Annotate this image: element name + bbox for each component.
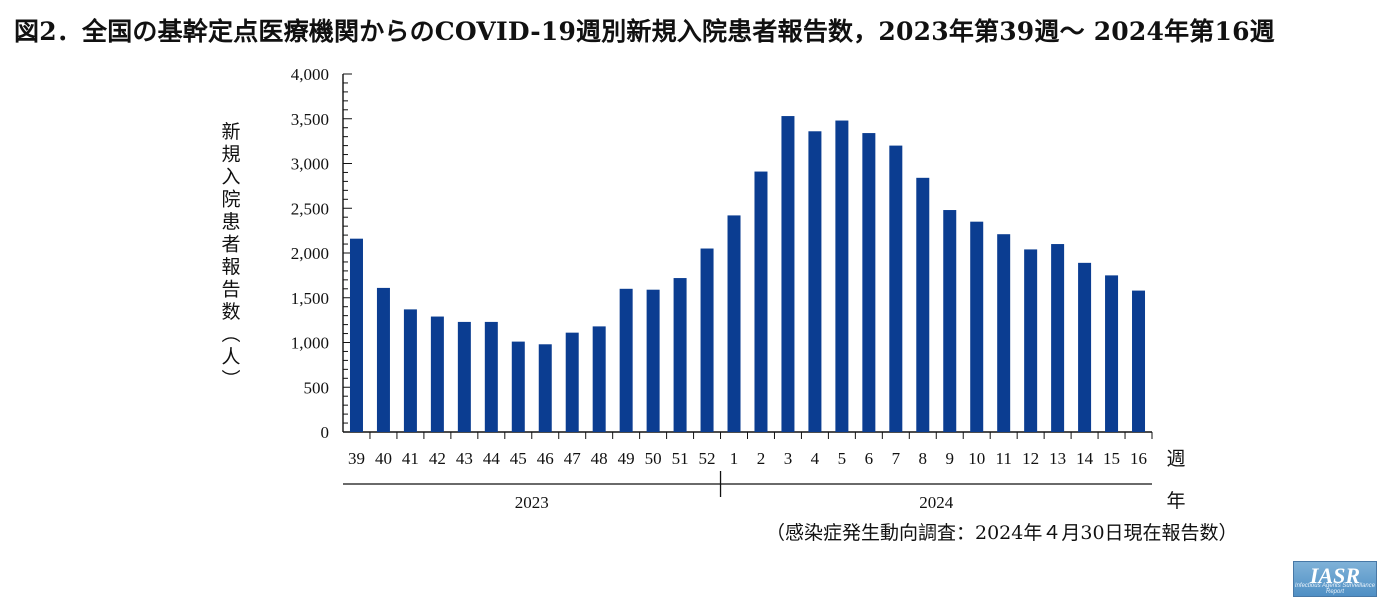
y-tick-label: 2,500 (291, 199, 329, 218)
bar (538, 344, 552, 432)
bar (808, 131, 822, 432)
bar (1132, 290, 1146, 432)
y-tick-label: 3,000 (291, 155, 329, 174)
x-tick-label: 14 (1076, 449, 1094, 468)
bar (457, 321, 471, 432)
y-axis-label-char: 入 (221, 166, 240, 188)
x-tick-label: 16 (1130, 449, 1147, 468)
x-tick-label: 51 (672, 449, 689, 468)
x-tick-label: 40 (375, 449, 392, 468)
bar (484, 321, 498, 432)
y-tick-label: 2,000 (291, 244, 329, 263)
x-tick-label: 46 (537, 449, 554, 468)
x-tick-label: 49 (618, 449, 635, 468)
y-axis-label-char: 報 (221, 256, 240, 278)
x-tick-label: 44 (483, 449, 501, 468)
bar (943, 210, 957, 432)
y-axis-label-char: ） (219, 369, 241, 388)
chart-title: 図2．全国の基幹定点医療機関からのCOVID-19週別新規入院患者報告数，202… (14, 17, 1275, 46)
bar (1051, 244, 1065, 432)
x-tick-label: 10 (968, 449, 985, 468)
x-tick-label: 13 (1049, 449, 1066, 468)
bar (673, 278, 687, 432)
bar (1105, 275, 1119, 432)
y-tick-label: 4,000 (291, 65, 329, 84)
x-tick-label: 43 (456, 449, 473, 468)
bar (781, 116, 795, 432)
x-tick-label: 3 (784, 449, 793, 468)
bar (835, 120, 849, 432)
logo-subtext: Infectious Agents Surveillance Report (1294, 583, 1376, 595)
x-tick-label: 12 (1022, 449, 1039, 468)
x-tick-label: 9 (946, 449, 955, 468)
bar (889, 145, 903, 432)
x-axis-label: 週 (1166, 448, 1185, 470)
x-tick-label: 41 (402, 449, 419, 468)
x-tick-label: 39 (348, 449, 365, 468)
bar (916, 177, 930, 432)
x-tick-label: 8 (919, 449, 928, 468)
x-tick-label: 48 (591, 449, 608, 468)
x-tick-label: 6 (865, 449, 874, 468)
bar (565, 332, 579, 432)
y-axis-label-char: 告 (221, 279, 240, 301)
y-tick-label: 3,500 (291, 110, 329, 129)
x-tick-label: 15 (1103, 449, 1120, 468)
x-tick-label: 7 (892, 449, 901, 468)
y-axis-label-char: 者 (221, 234, 240, 256)
y-axis-label-char: （ (219, 324, 241, 343)
x-tick-label: 1 (730, 449, 739, 468)
bar (592, 326, 606, 432)
bar (376, 287, 390, 432)
source-note: （感染症発生動向調査：2024年４月30日現在報告数） (766, 522, 1238, 544)
x-tick-label: 47 (564, 449, 582, 468)
logo-text: IASR (1309, 563, 1361, 588)
year-label: 2024 (919, 493, 954, 512)
y-tick-label: 500 (304, 378, 330, 397)
bar (403, 309, 417, 432)
bar (754, 171, 768, 432)
y-axis-label-char: 院 (221, 189, 240, 211)
bar (997, 234, 1011, 432)
year-label: 2023 (515, 493, 549, 512)
x-tick-label: 45 (510, 449, 527, 468)
x-tick-label: 4 (811, 449, 820, 468)
y-axis-label-char: 患 (221, 211, 240, 233)
bar (1078, 262, 1092, 432)
x-tick-label: 5 (838, 449, 847, 468)
y-tick-label: 1,500 (291, 289, 329, 308)
bar (727, 215, 741, 432)
bar (511, 341, 525, 432)
iasr-logo: IASR Infectious Agents Surveillance Repo… (1293, 561, 1377, 597)
bar (1024, 249, 1038, 432)
y-axis-label-char: 規 (221, 144, 240, 166)
x-tick-label: 2 (757, 449, 766, 468)
bar (349, 238, 363, 432)
bar (430, 316, 444, 432)
bar (619, 288, 633, 432)
x-tick-label: 50 (645, 449, 662, 468)
x-tick-label: 11 (995, 449, 1011, 468)
year-axis-label: 年 (1166, 490, 1185, 512)
bar (700, 248, 714, 432)
y-axis-label-char: 新 (221, 121, 240, 143)
y-tick-label: 0 (321, 423, 330, 442)
y-tick-label: 1,000 (291, 334, 329, 353)
bar (970, 221, 984, 432)
bar (862, 133, 876, 432)
x-tick-label: 42 (429, 449, 446, 468)
y-axis-label-char: 人 (221, 346, 240, 368)
y-axis-label-char: 数 (221, 301, 240, 323)
bar (646, 289, 660, 432)
x-tick-label: 52 (699, 449, 716, 468)
